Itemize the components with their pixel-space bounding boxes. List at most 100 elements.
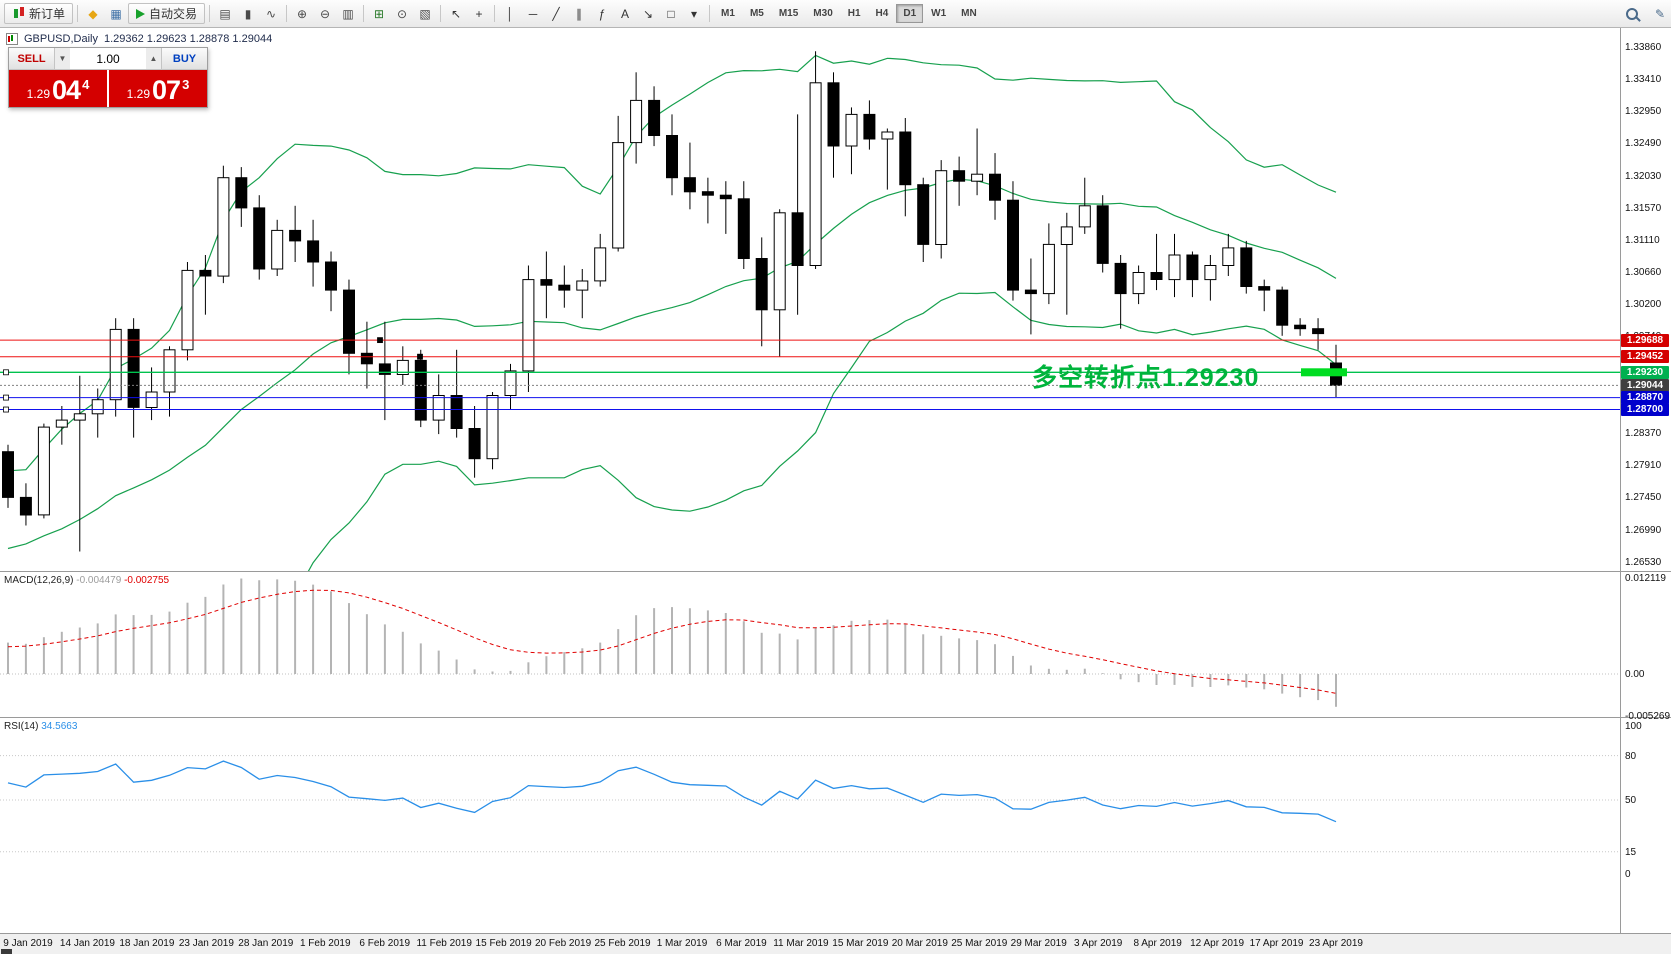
macd-axis-label: 0.00 [1625, 669, 1645, 680]
periods-button[interactable]: ⊙ [391, 3, 413, 24]
date-label: 11 Feb 2019 [416, 938, 472, 949]
volume-stepper: ▼ ▲ [55, 48, 161, 69]
fibonacci-icon: ƒ [598, 6, 606, 21]
arrow-object-button[interactable]: ↘ [637, 3, 659, 24]
bar-chart-icon: ▤ [219, 6, 231, 21]
horizontal-line-icon: ─ [528, 6, 538, 21]
date-label: 29 Mar 2019 [1010, 938, 1067, 949]
timeframe-button-m30[interactable]: M30 [806, 4, 839, 23]
zoom-in-icon: ⊕ [297, 6, 308, 21]
date-label: 6 Mar 2019 [716, 938, 767, 949]
candlestick-chart-button[interactable]: ▮ [237, 3, 259, 24]
macd-panel[interactable] [0, 572, 1620, 718]
chart-icon [6, 33, 18, 45]
pivot-highlight-bar[interactable] [1301, 368, 1347, 377]
timeframe-button-h1[interactable]: H1 [841, 4, 868, 23]
line-handle[interactable] [417, 353, 423, 360]
sell-button[interactable]: SELL [9, 48, 55, 69]
cursor-button[interactable]: ↖ [445, 3, 467, 24]
toolbar-separator [209, 5, 211, 22]
date-label: 12 Apr 2019 [1190, 938, 1245, 949]
templates-button[interactable]: ▧ [414, 3, 436, 24]
rsi-axis-label: 50 [1625, 795, 1637, 806]
crosshair-button[interactable]: + [468, 3, 490, 24]
line-handle[interactable] [3, 406, 9, 413]
channel-button[interactable]: ∥ [568, 3, 590, 24]
rsi-panel-separator[interactable] [0, 717, 1671, 718]
trendline-button[interactable]: ╱ [545, 3, 567, 24]
rsi-name: RSI(14) [4, 721, 39, 732]
pencil-icon: ✎ [1654, 6, 1666, 21]
sell-price-big: 04 [52, 75, 81, 105]
macd-panel-separator[interactable] [0, 571, 1671, 572]
zoom-out-button[interactable]: ⊖ [314, 3, 336, 24]
macd-axis-label: 0.012119 [1625, 573, 1666, 584]
timeframe-button-m15[interactable]: M15 [772, 4, 805, 23]
text-button[interactable]: A [614, 3, 636, 24]
date-label: 8 Apr 2019 [1133, 938, 1182, 949]
auto-trading-button[interactable]: 自动交易 [128, 3, 206, 24]
macd-main-value: -0.004479 [76, 575, 122, 586]
volume-decrease-button[interactable]: ▼ [55, 48, 70, 69]
terminal-button[interactable]: ▦ [105, 3, 127, 24]
zoom-out-icon: ⊖ [320, 6, 331, 21]
volume-input[interactable] [70, 48, 146, 69]
trade-panel-prices: 1.29 04 4 1.29 07 3 [9, 70, 207, 107]
rsi-axis-label: 100 [1625, 721, 1642, 732]
auto-trading-button-label: 自动交易 [149, 7, 198, 21]
horizontal-line-button[interactable]: ─ [522, 3, 544, 24]
pivot-annotation-text[interactable]: 多空转折点1.29230 [1032, 364, 1260, 392]
clock-icon: ⊙ [397, 6, 408, 21]
timeframe-button-w1[interactable]: W1 [924, 4, 953, 23]
sell-price[interactable]: 1.29 04 4 [9, 70, 107, 107]
rsi-panel[interactable] [0, 718, 1620, 933]
date-label: 1 Mar 2019 [656, 938, 708, 949]
date-label: 18 Jan 2019 [119, 938, 175, 949]
buy-price[interactable]: 1.29 07 3 [109, 70, 207, 107]
price-tag-resistance-line-2: 1.29452 [1621, 350, 1669, 364]
tile-windows-icon: ▥ [342, 6, 354, 21]
price-chart[interactable] [0, 28, 1620, 572]
date-label: 15 Mar 2019 [832, 938, 889, 949]
line-handle[interactable] [377, 337, 383, 344]
shapes-button[interactable]: □ [660, 3, 682, 24]
price-axis-label: 1.28370 [1625, 427, 1662, 439]
line-handle[interactable] [3, 394, 9, 401]
favorites-button[interactable]: ◆ [82, 3, 104, 24]
price-axis-label: 1.32950 [1625, 105, 1662, 117]
rsi-axis-label: 0 [1625, 869, 1631, 880]
chevron-down-icon: ▾ [691, 6, 698, 21]
date-axis[interactable]: 9 Jan 2019 14 Jan 2019 18 Jan 2019 23 Jan 2… [0, 933, 1671, 954]
new-order-button[interactable]: 新订单 [4, 3, 74, 24]
timeframe-button-mn[interactable]: MN [954, 4, 984, 23]
search-button[interactable] [1621, 3, 1643, 24]
one-click-trading-panel: SELL ▼ ▲ BUY 1.29 04 4 1.29 07 3 [8, 47, 208, 108]
indicators-button[interactable]: ⊞ [368, 3, 390, 24]
timeframe-button-m5[interactable]: M5 [743, 4, 771, 23]
price-tag-support-line-1: 1.28870 [1621, 391, 1669, 405]
zoom-in-button[interactable]: ⊕ [291, 3, 313, 24]
bar-chart-button[interactable]: ▤ [214, 3, 236, 24]
fibonacci-button[interactable]: ƒ [591, 3, 613, 24]
price-axis-label: 1.27450 [1625, 492, 1662, 504]
buy-price-sup: 3 [182, 77, 190, 92]
price-axis-label: 1.32030 [1625, 170, 1662, 182]
tile-windows-button[interactable]: ▥ [337, 3, 359, 24]
toolbar-separator [709, 5, 711, 22]
objects-dropdown-button[interactable]: ▾ [683, 3, 705, 24]
buy-button[interactable]: BUY [161, 48, 207, 69]
volume-increase-button[interactable]: ▲ [146, 48, 161, 69]
line-chart-button[interactable]: ∿ [260, 3, 282, 24]
timeframe-button-m1[interactable]: M1 [714, 4, 742, 23]
line-handle[interactable] [3, 369, 9, 376]
candles-icon [12, 7, 25, 20]
timeframe-button-h4[interactable]: H4 [869, 4, 896, 23]
vertical-line-button[interactable]: │ [499, 3, 521, 24]
shapes-icon: □ [667, 6, 675, 21]
timeframe-button-d1[interactable]: D1 [896, 4, 924, 23]
compose-button[interactable]: ✎ [1649, 3, 1671, 24]
macd-signal-value: -0.002755 [124, 575, 170, 586]
line-chart-icon: ∿ [266, 6, 277, 21]
text-icon: A [621, 6, 630, 21]
